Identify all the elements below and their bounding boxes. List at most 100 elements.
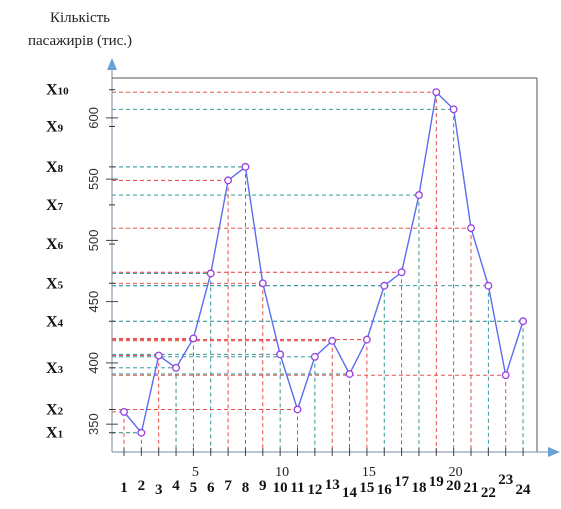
x-category-label: 10 <box>273 480 288 496</box>
guide-lines <box>112 91 524 452</box>
y-tick-label: 600 <box>86 107 101 129</box>
data-point <box>362 335 371 344</box>
data-point <box>137 428 146 437</box>
level-subscript: 1 <box>58 429 64 441</box>
level-letter: X <box>46 236 58 253</box>
data-point <box>189 334 198 343</box>
level-label: X10 <box>46 82 69 99</box>
data-point <box>293 405 302 414</box>
level-letter: X <box>46 197 58 214</box>
y-tick-label: 500 <box>86 230 101 252</box>
level-letter: X <box>46 425 58 442</box>
data-point <box>154 351 163 360</box>
level-subscript: 9 <box>58 122 64 134</box>
x-category-label: 21 <box>464 480 479 496</box>
data-point <box>241 162 250 171</box>
x-tick-number: 20 <box>449 465 463 480</box>
level-letter: X <box>46 313 58 330</box>
x-axis-arrow <box>548 447 560 457</box>
series-group <box>120 88 527 437</box>
level-subscript: 3 <box>58 364 64 376</box>
x-tick-number: 10 <box>275 465 289 480</box>
x-category-label: 19 <box>429 474 444 490</box>
data-point <box>310 352 319 361</box>
level-subscript: 10 <box>58 86 70 98</box>
level-label: X2 <box>46 401 64 418</box>
x-category-label: 16 <box>377 482 393 498</box>
data-point <box>276 350 285 359</box>
data-point <box>224 176 233 185</box>
data-point <box>172 363 180 372</box>
x-category-label: 24 <box>516 482 532 498</box>
x-axis-labels: 1 2 3 4 5 6 7 8 9 10 11 12 13 14 15 16 17 18 19 20 21 2223245… <box>120 448 531 501</box>
data-point <box>206 269 215 278</box>
series-line <box>123 90 524 435</box>
data-point <box>345 369 354 378</box>
level-label: X8 <box>46 159 64 176</box>
y-tick-label: 350 <box>86 413 101 435</box>
level-label: X9 <box>46 118 64 135</box>
level-subscript: 5 <box>58 279 64 291</box>
level-label: X7 <box>46 197 64 214</box>
data-point <box>501 371 510 380</box>
data-point <box>380 281 389 290</box>
level-letter: X <box>46 275 58 292</box>
level-label: X3 <box>46 360 64 377</box>
level-subscript: 4 <box>58 317 64 329</box>
x-category-label: 22 <box>481 485 496 501</box>
y-axis-title-line2: пасажирів (тис.) <box>28 33 132 49</box>
data-point <box>120 407 128 416</box>
level-label: X6 <box>46 236 64 253</box>
level-letter: X <box>46 118 58 135</box>
data-point <box>258 279 267 288</box>
data-point <box>432 88 441 97</box>
level-letter: X <box>46 159 58 176</box>
x-category-label: 17 <box>394 474 410 490</box>
y-axis-arrow <box>107 58 117 70</box>
data-point <box>467 224 475 233</box>
level-letter: X <box>46 401 58 418</box>
x-tick-number: 15 <box>362 465 376 480</box>
y-axis-ticks: 350 400 450 500 550 600 <box>86 107 118 435</box>
x-category-label: 3 <box>155 482 163 498</box>
level-subscript: 8 <box>58 163 64 175</box>
data-point <box>449 105 458 114</box>
x-category-label: 7 <box>224 478 232 494</box>
y-tick-label: 550 <box>86 168 101 190</box>
level-subscript: 2 <box>58 405 64 417</box>
data-point <box>484 281 493 290</box>
x-category-label: 11 <box>290 480 304 496</box>
x-category-label: 6 <box>207 480 215 496</box>
x-category-label: 18 <box>411 480 426 496</box>
x-category-label: 9 <box>259 478 267 494</box>
x-category-label: 23 <box>498 472 513 488</box>
x-category-label: 5 <box>190 480 198 496</box>
plot-frame <box>107 58 560 457</box>
level-letter: X <box>46 360 58 377</box>
level-subscript: 6 <box>58 240 64 252</box>
y-tick-label: 400 <box>86 352 101 374</box>
level-letter: X <box>46 82 58 99</box>
x-tick-number: 5 <box>192 465 199 480</box>
x-category-label: 12 <box>307 482 322 498</box>
x-category-label: 4 <box>172 478 180 494</box>
x-category-label: 15 <box>359 480 374 496</box>
x-category-label: 20 <box>446 478 461 494</box>
x-category-label: 2 <box>138 478 146 494</box>
x-category-label: 1 <box>120 480 128 496</box>
level-subscript: 7 <box>58 201 64 213</box>
data-point <box>519 317 527 326</box>
level-label: X5 <box>46 275 64 292</box>
y-tick-label: 450 <box>86 291 101 313</box>
level-label: X4 <box>46 313 64 330</box>
x-category-label: 8 <box>242 480 250 496</box>
data-point <box>415 191 423 200</box>
data-point <box>397 268 406 277</box>
y-axis-title-line1: Кількість <box>50 10 110 26</box>
data-point <box>328 336 337 345</box>
level-label: X1 <box>46 425 63 442</box>
x-category-label: 14 <box>342 485 358 501</box>
x-category-label: 13 <box>325 477 340 493</box>
